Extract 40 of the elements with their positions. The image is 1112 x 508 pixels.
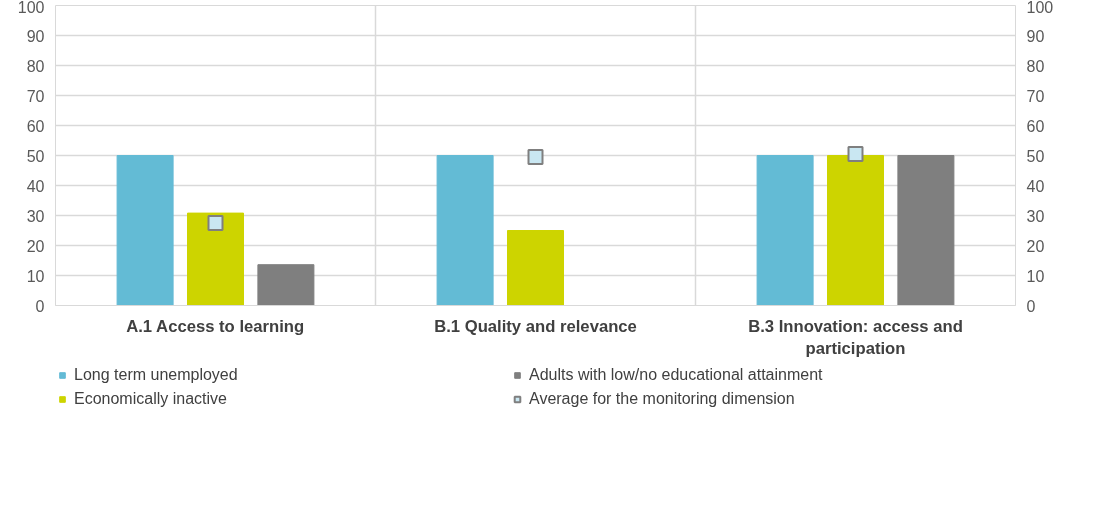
y-tick-label: 60: [26, 117, 45, 135]
bar: [756, 155, 814, 306]
y-tick-label: 50: [26, 147, 45, 165]
legend-label: Economically inactive: [74, 390, 228, 408]
y2-tick-label: 60: [1026, 117, 1045, 135]
y2-tick-label: 100: [1026, 0, 1054, 16]
y2-tick-label: 80: [1026, 57, 1045, 75]
y-tick-label: 70: [26, 87, 45, 105]
y-tick-label: 20: [26, 237, 45, 255]
y2-tick-label: 70: [1026, 87, 1045, 105]
y-tick-label: 40: [26, 177, 45, 195]
bar: [257, 264, 315, 306]
y-tick-label: 80: [26, 57, 45, 75]
y-tick-label: 10: [26, 267, 45, 285]
y-tick-label: 30: [26, 207, 45, 225]
y2-tick-label: 0: [1026, 297, 1036, 315]
legend-label: Long term unemployed: [74, 366, 239, 384]
y2-tick-label: 30: [1026, 207, 1045, 225]
y-tick-label: 0: [35, 297, 45, 315]
bar: [897, 155, 955, 306]
bar: [507, 230, 564, 306]
bar: [827, 155, 884, 306]
x-tick-label: A.1 Access to learning: [126, 316, 305, 336]
y2-tick-label: 20: [1026, 237, 1045, 255]
y2-tick-label: 40: [1026, 177, 1045, 195]
bar: [187, 212, 244, 306]
legend-label: Adults with low/no educational attainment: [529, 366, 824, 384]
bar: [436, 155, 494, 306]
point: [527, 149, 544, 165]
x-tick-label: B.1 Quality and relevance: [434, 316, 637, 336]
y2-tick-label: 10: [1026, 267, 1045, 285]
point: [847, 146, 864, 162]
y2-tick-label: 50: [1026, 147, 1045, 165]
bar: [116, 155, 174, 306]
y-tick-label: 100: [17, 0, 45, 16]
x-tick-label: B.3 Innovation: access and participation: [748, 316, 963, 359]
legend-label: Average for the monitoring dimension: [529, 390, 796, 408]
point: [207, 215, 224, 231]
y-tick-label: 90: [26, 27, 45, 45]
y2-tick-label: 90: [1026, 27, 1045, 45]
